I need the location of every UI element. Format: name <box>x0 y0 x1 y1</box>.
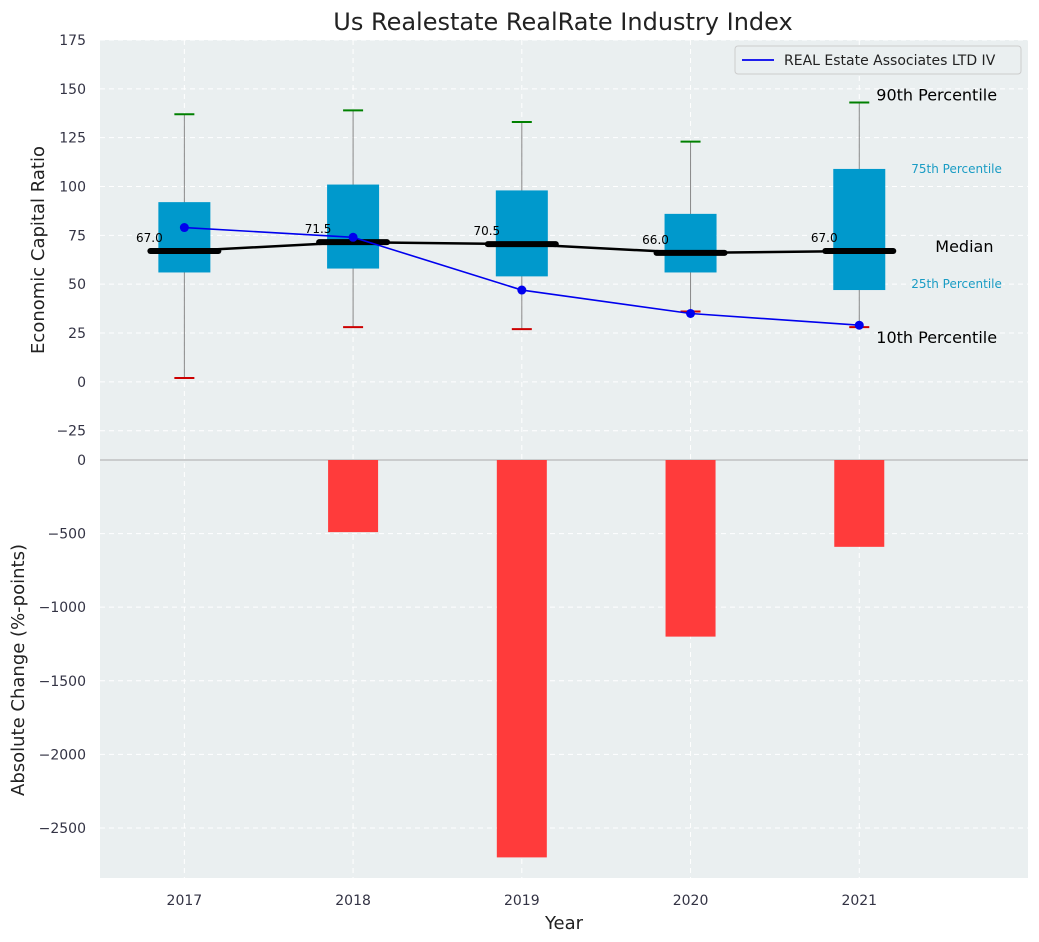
median-trend <box>147 239 897 256</box>
company-trend <box>179 223 864 330</box>
company-point <box>179 223 189 233</box>
change-bar <box>665 460 716 637</box>
bottom-y-tick-labels: 0 −500 −1000 −1500 −2000 −2500 <box>39 453 86 837</box>
legend-label: REAL Estate Associates LTD IV <box>784 53 996 69</box>
top-y-tick-label: 175 <box>59 33 86 49</box>
change-bar <box>328 460 379 533</box>
top-gridlines <box>100 39 1028 432</box>
bottom-y-tick-label: −500 <box>48 527 86 543</box>
x-axis-title: Year <box>544 913 584 934</box>
company-point <box>854 320 864 330</box>
percentile-annotation: Median <box>935 237 993 256</box>
top-y-tick-label: 75 <box>68 228 86 244</box>
median-value-label: 67.0 <box>136 231 163 245</box>
x-tick-label: 2018 <box>335 893 371 909</box>
top-y-tick-label: 100 <box>59 180 86 196</box>
percentile-annotation: 90th Percentile <box>876 86 997 105</box>
chart-title: Us Realestate RealRate Industry Index <box>333 8 792 36</box>
x-tick-label: 2021 <box>841 893 877 909</box>
top-y-tick-label: 25 <box>68 326 86 342</box>
percentile-annotation: 75th Percentile <box>911 162 1002 176</box>
top-y-tick-labels: 175 150 125 100 75 50 25 0 −25 <box>56 33 86 440</box>
percentile-annotation: 10th Percentile <box>876 328 997 347</box>
company-point <box>686 308 696 318</box>
iqr-box <box>664 213 717 273</box>
median-value-label: 67.0 <box>811 231 838 245</box>
percentile-annotations: 90th Percentile 75th Percentile Median 25th… <box>876 86 1002 348</box>
top-y-tick-label: −25 <box>56 424 86 440</box>
x-tick-labels: 2017 2018 2019 2020 2021 <box>167 893 878 909</box>
median-value-labels: 67.0 71.5 70.5 66.0 67.0 <box>136 222 838 247</box>
bottom-y-tick-label: −1500 <box>39 674 86 690</box>
percentile-annotation: 25th Percentile <box>911 277 1002 291</box>
legend-box <box>734 45 1022 75</box>
bottom-y-tick-label: −1000 <box>39 600 86 616</box>
median-value-label: 70.5 <box>473 224 500 238</box>
change-bar <box>834 460 885 547</box>
bottom-y-tick-label: 0 <box>77 453 86 469</box>
iqr-box <box>833 168 886 291</box>
company-point <box>348 232 358 242</box>
change-bar <box>496 460 547 858</box>
top-y-tick-label: 50 <box>68 277 86 293</box>
iqr-box <box>158 202 211 273</box>
bottom-plot-area <box>100 460 1028 878</box>
company-point <box>517 285 527 295</box>
top-y-axis-title: Economic Capital Ratio <box>28 146 49 354</box>
top-y-tick-label: 0 <box>77 375 86 391</box>
legend: REAL Estate Associates LTD IV <box>734 45 1022 75</box>
bottom-y-tick-label: −2500 <box>39 821 86 837</box>
change-bars <box>328 460 885 858</box>
top-y-tick-label: 150 <box>59 82 86 98</box>
iqr-box <box>495 190 548 277</box>
bottom-y-tick-label: −2000 <box>39 747 86 763</box>
bottom-y-axis-title: Absolute Change (%-points) <box>8 544 29 796</box>
median-value-label: 71.5 <box>305 222 332 236</box>
bottom-gridlines <box>100 533 1028 829</box>
x-tick-label: 2020 <box>673 893 709 909</box>
x-tick-label: 2017 <box>167 893 203 909</box>
top-y-tick-label: 125 <box>59 131 86 147</box>
iqr-box <box>327 184 380 269</box>
box-plots <box>158 101 886 379</box>
median-value-label: 66.0 <box>642 233 669 247</box>
x-tick-label: 2019 <box>504 893 540 909</box>
